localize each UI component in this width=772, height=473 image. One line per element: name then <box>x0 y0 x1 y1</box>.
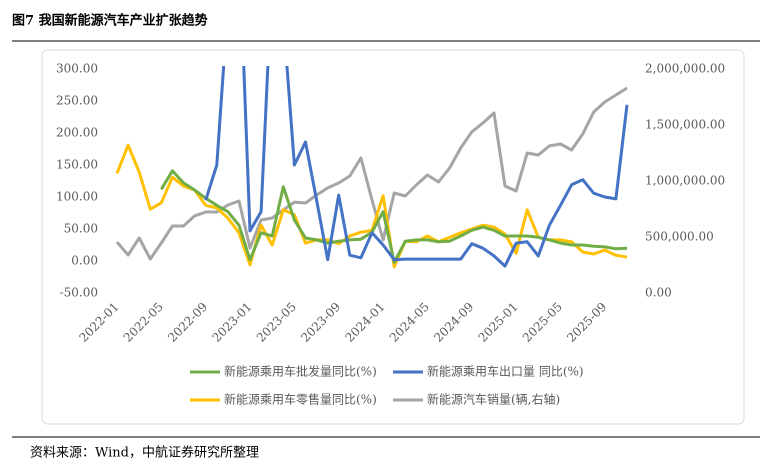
y-tick-label: 200.00 <box>56 126 98 140</box>
x-tick-label: 2022-09 <box>165 300 210 345</box>
x-tick-label: 2024-09 <box>431 300 476 345</box>
legend-label: 新能源乘用车批发量同比(%) <box>224 364 377 379</box>
legend-label: 新能源乘用车零售量同比(%) <box>224 392 377 407</box>
y-tick-label: 150.00 <box>56 158 98 172</box>
x-tick-label: 2024-01 <box>343 300 388 345</box>
y-tick-label: 300.00 <box>56 62 98 76</box>
y2-tick-label: 500,000.00 <box>645 230 714 244</box>
y-tick-label: 0.00 <box>71 254 98 268</box>
chart-frame <box>41 49 745 425</box>
y2-tick-label: 1,000,000.00 <box>645 174 725 188</box>
x-tick-label: 2025-01 <box>476 300 521 345</box>
x-tick-label: 2023-01 <box>209 300 254 345</box>
x-tick-label: 2025-09 <box>564 300 609 345</box>
x-tick-label: 2022-05 <box>121 300 166 345</box>
y2-tick-label: 2,000,000.00 <box>645 62 725 76</box>
series-line <box>115 86 628 261</box>
source-note: 资料来源：Wind，中航证券研究所整理 <box>30 445 259 461</box>
legend-label: 新能源乘用车出口量 同比(%) <box>427 364 584 379</box>
y-tick-label: 250.00 <box>56 94 98 108</box>
series-line <box>160 169 628 264</box>
legend-label: 新能源汽车销量(辆,右轴) <box>427 392 560 407</box>
y2-tick-label: 1,500,000.00 <box>645 118 725 132</box>
chart-title: 图7 我国新能源汽车产业扩张趋势 <box>12 13 208 29</box>
x-tick-label: 2023-05 <box>254 300 299 345</box>
y-tick-label: 100.00 <box>56 190 98 204</box>
x-tick-label: 2022-01 <box>76 300 121 345</box>
y-tick-label: 50.00 <box>64 222 98 236</box>
x-tick-label: 2023-09 <box>298 300 343 345</box>
series-line <box>115 143 628 269</box>
y2-tick-label: 0.00 <box>645 286 672 300</box>
x-tick-label: 2025-05 <box>520 300 565 345</box>
y-tick-label: -50.00 <box>60 286 98 300</box>
x-tick-label: 2024-05 <box>387 300 432 345</box>
plot-lines <box>115 66 629 269</box>
series-line <box>204 66 629 268</box>
